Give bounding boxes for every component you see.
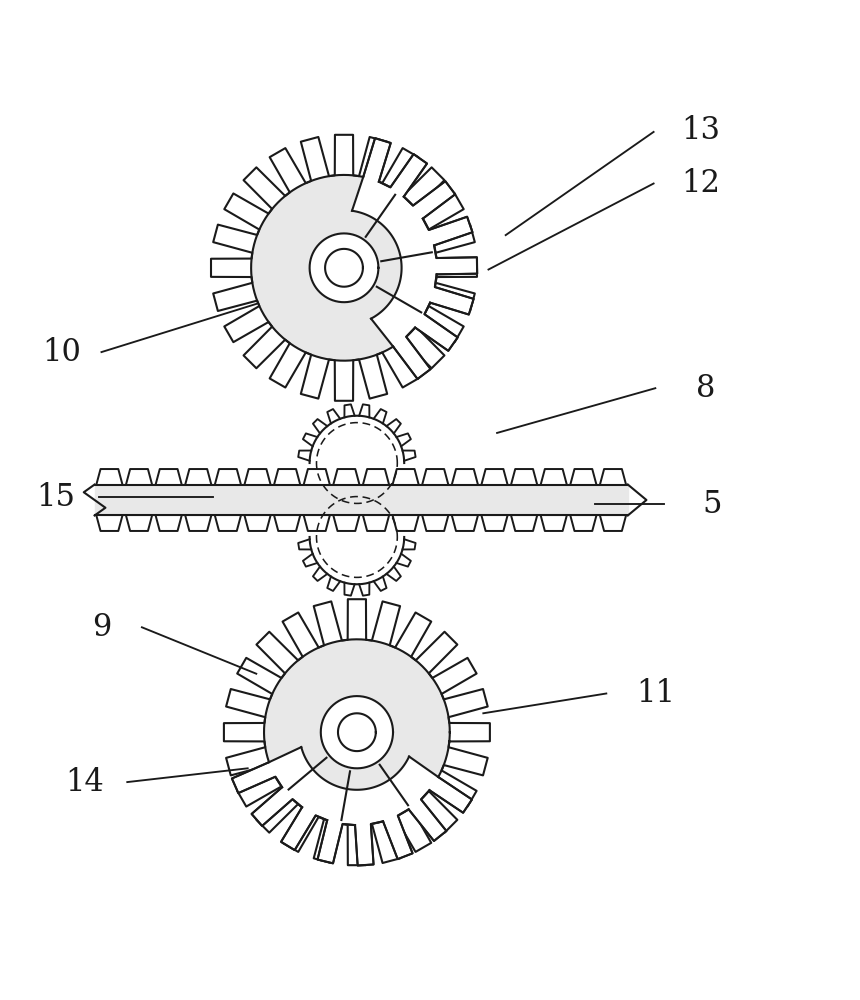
Text: 12: 12 bbox=[681, 168, 721, 199]
Text: 5: 5 bbox=[703, 489, 722, 520]
Polygon shape bbox=[321, 696, 393, 768]
Polygon shape bbox=[310, 537, 404, 584]
Polygon shape bbox=[95, 485, 628, 515]
Polygon shape bbox=[325, 249, 363, 287]
Polygon shape bbox=[251, 175, 437, 361]
Text: 8: 8 bbox=[696, 373, 715, 404]
Text: 9: 9 bbox=[92, 612, 111, 643]
Polygon shape bbox=[264, 639, 450, 825]
Polygon shape bbox=[310, 233, 378, 302]
Polygon shape bbox=[338, 713, 376, 751]
Polygon shape bbox=[352, 138, 477, 379]
Text: 15: 15 bbox=[36, 482, 76, 513]
Polygon shape bbox=[232, 747, 472, 865]
Text: 13: 13 bbox=[681, 115, 721, 146]
Polygon shape bbox=[310, 416, 404, 463]
Text: 10: 10 bbox=[42, 337, 82, 368]
Text: 14: 14 bbox=[64, 767, 104, 798]
Text: 11: 11 bbox=[636, 678, 675, 709]
